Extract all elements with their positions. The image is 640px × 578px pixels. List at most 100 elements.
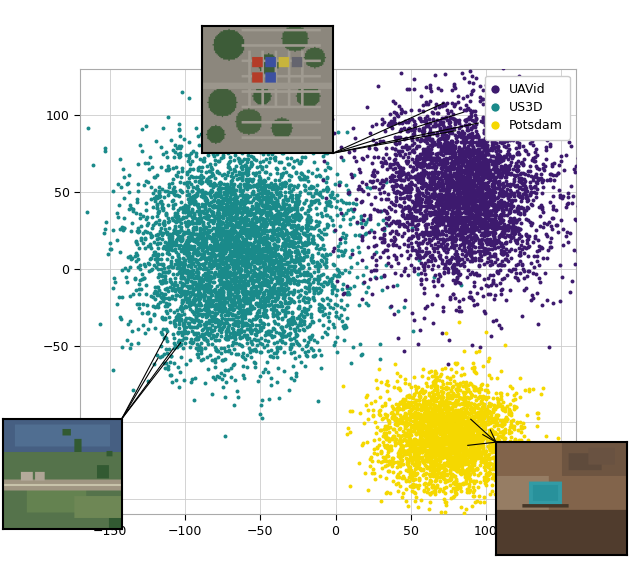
Potsdam (476, 411, 486, 420)
Potsdam (459, 427, 469, 436)
UAVid (455, 183, 465, 192)
US3D (196, 344, 206, 353)
US3D (239, 330, 249, 339)
UAVid (578, 181, 588, 190)
Potsdam (447, 441, 457, 450)
UAVid (319, 156, 329, 165)
US3D (204, 318, 214, 327)
UAVid (444, 201, 454, 210)
US3D (195, 242, 205, 251)
UAVid (485, 176, 495, 185)
UAVid (515, 192, 525, 202)
UAVid (458, 167, 468, 176)
Potsdam (465, 434, 475, 443)
Potsdam (428, 412, 438, 421)
Potsdam (411, 396, 421, 405)
UAVid (498, 137, 508, 146)
Potsdam (483, 460, 493, 469)
Potsdam (433, 427, 443, 436)
US3D (217, 244, 227, 254)
US3D (259, 257, 269, 266)
US3D (140, 261, 150, 271)
US3D (177, 273, 187, 283)
UAVid (442, 134, 452, 143)
Potsdam (424, 415, 435, 424)
Potsdam (508, 437, 518, 446)
US3D (230, 199, 240, 209)
UAVid (494, 177, 504, 186)
US3D (257, 220, 268, 229)
US3D (257, 236, 267, 245)
UAVid (499, 188, 509, 197)
US3D (243, 251, 253, 260)
UAVid (434, 269, 444, 278)
US3D (177, 343, 188, 353)
US3D (257, 297, 267, 306)
US3D (214, 260, 225, 269)
US3D (236, 246, 246, 255)
US3D (205, 198, 216, 207)
UAVid (425, 127, 435, 136)
US3D (282, 228, 292, 237)
US3D (168, 175, 179, 184)
UAVid (513, 177, 524, 186)
UAVid (478, 136, 488, 146)
Potsdam (418, 387, 428, 397)
US3D (202, 311, 212, 320)
UAVid (435, 135, 445, 144)
UAVid (448, 290, 458, 299)
US3D (164, 266, 175, 275)
UAVid (488, 157, 498, 166)
US3D (209, 191, 220, 200)
Potsdam (483, 431, 493, 440)
US3D (252, 312, 262, 321)
UAVid (419, 127, 429, 136)
UAVid (474, 217, 484, 227)
Potsdam (463, 470, 473, 480)
Potsdam (449, 457, 460, 466)
UAVid (442, 263, 452, 272)
Potsdam (417, 443, 427, 453)
UAVid (488, 230, 499, 239)
Potsdam (451, 367, 461, 376)
US3D (188, 277, 198, 287)
US3D (287, 237, 297, 246)
UAVid (391, 175, 401, 184)
US3D (157, 200, 168, 209)
Potsdam (454, 461, 465, 470)
US3D (302, 239, 312, 249)
Potsdam (403, 454, 413, 464)
UAVid (378, 182, 388, 191)
Potsdam (454, 436, 464, 445)
Potsdam (400, 449, 410, 458)
Potsdam (465, 437, 476, 446)
US3D (168, 240, 178, 249)
Potsdam (435, 456, 445, 465)
UAVid (513, 191, 524, 201)
US3D (213, 290, 223, 299)
UAVid (426, 144, 436, 154)
UAVid (444, 196, 454, 205)
US3D (161, 165, 172, 175)
US3D (235, 266, 245, 275)
Potsdam (438, 397, 448, 406)
Potsdam (422, 436, 433, 445)
Potsdam (431, 418, 442, 427)
US3D (262, 281, 273, 291)
UAVid (438, 190, 449, 199)
UAVid (457, 151, 467, 160)
UAVid (486, 151, 496, 161)
UAVid (503, 133, 513, 142)
UAVid (422, 142, 433, 151)
UAVid (343, 188, 353, 198)
US3D (275, 343, 285, 353)
US3D (194, 205, 204, 214)
US3D (264, 192, 275, 202)
Potsdam (465, 469, 475, 479)
Potsdam (447, 388, 458, 397)
US3D (195, 293, 205, 302)
US3D (318, 281, 328, 290)
US3D (320, 165, 330, 175)
UAVid (436, 255, 447, 265)
UAVid (474, 183, 484, 192)
